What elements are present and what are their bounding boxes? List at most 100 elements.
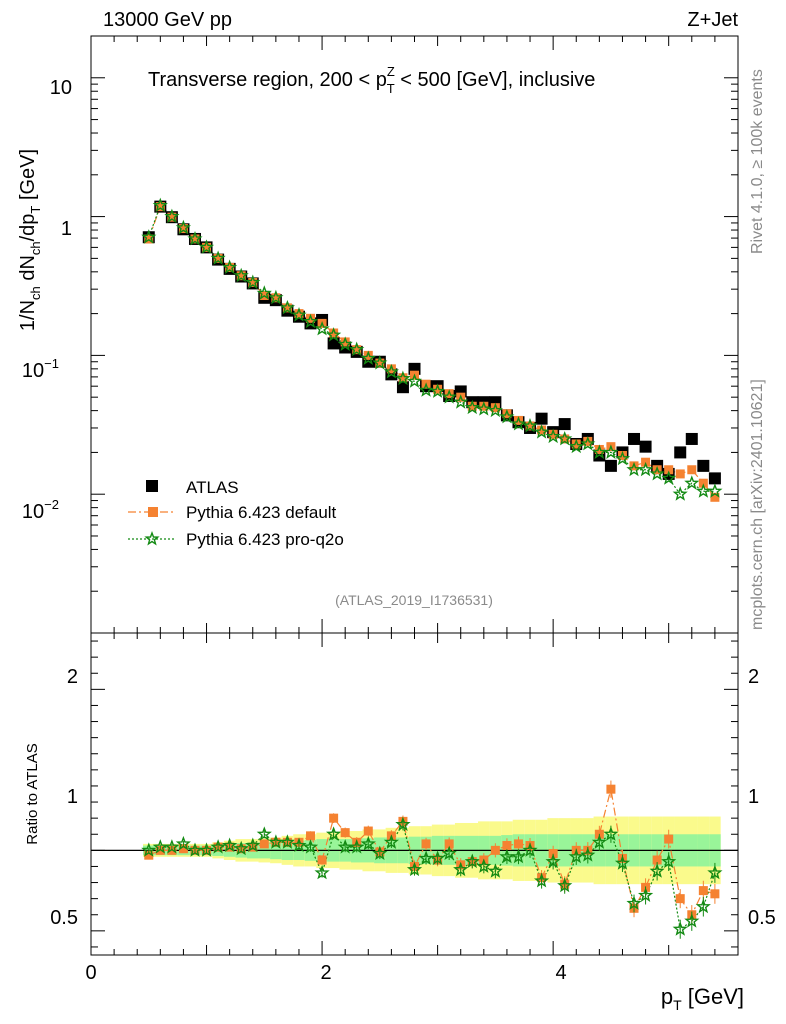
legend-atlas-label: ATLAS: [186, 478, 239, 497]
proq2o-point: [510, 416, 527, 431]
proq2o-ratio-point: [314, 864, 330, 880]
proq2o-point: [337, 336, 353, 351]
proq2o-series-line: [148, 204, 715, 496]
proq2o-ratio-point: [672, 921, 688, 936]
proq2o-ratio-point: [418, 850, 434, 865]
legend-proq2o-marker: [144, 531, 160, 546]
default-ratio-point: [490, 845, 500, 855]
proq2o-point: [487, 402, 504, 418]
proq2o-point: [522, 417, 538, 433]
proq2o-ratio-point: [233, 840, 249, 856]
proq2o-point: [533, 424, 550, 439]
legend-default-label: Pythia 6.423 default: [186, 503, 337, 522]
y-axis-label-main: 1/Nch dNch/dpT [GeV]: [17, 149, 43, 331]
default-ratio-point: [329, 813, 339, 823]
default-point: [675, 469, 685, 479]
default-point: [710, 492, 720, 502]
proq2o-ratio-point: [580, 847, 596, 862]
proq2o-ratio-point: [325, 826, 342, 841]
proq2o-ratio-point: [626, 895, 642, 910]
default-point: [490, 403, 500, 413]
atlas-point: [708, 472, 721, 485]
default-point: [664, 465, 674, 475]
default-ratio-point: [606, 784, 616, 794]
default-ratio-point: [664, 834, 674, 844]
proq2o-ratio-point: [649, 863, 665, 878]
default-ratio-point: [710, 889, 720, 899]
default-point: [271, 293, 281, 303]
ratio-frame: [90, 632, 739, 956]
atlas-point: [697, 459, 710, 472]
proq2o-point: [175, 219, 192, 235]
proq2o-ratio-point: [568, 848, 584, 864]
y-ratio-tick-label-05-right: 0.5: [748, 907, 776, 929]
atlas-point: [558, 418, 571, 431]
proq2o-ratio-point: [533, 872, 550, 888]
default-ratio-point: [675, 894, 685, 904]
legend-star-shape: [144, 531, 160, 546]
proq2o-ratio-point: [637, 887, 654, 902]
default-point: [629, 461, 639, 471]
default-point: [513, 415, 523, 425]
proq2o-point: [164, 208, 180, 224]
proq2o-ratio-point: [476, 858, 492, 873]
default-point: [502, 409, 512, 419]
default-point: [525, 421, 535, 431]
y-main-tick-label-01: 10−1: [22, 356, 59, 382]
y-ratio-tick-label-2-right: 2: [748, 666, 759, 688]
proq2o-point: [406, 373, 423, 388]
proq2o-point: [383, 363, 400, 379]
default-series-line: [148, 205, 716, 498]
default-point: [433, 384, 443, 394]
default-point: [444, 389, 454, 399]
default-ratio-point: [340, 828, 350, 838]
default-point: [548, 429, 558, 439]
proq2o-point: [684, 475, 700, 490]
proq2o-ratio-point: [603, 826, 619, 841]
proq2o-ratio-point: [372, 845, 388, 860]
proq2o-point: [661, 470, 677, 485]
proq2o-point: [499, 409, 515, 424]
proq2o-ratio-point: [510, 848, 527, 864]
proq2o-ratio-point: [395, 816, 411, 832]
proq2o-ratio-point: [164, 839, 180, 854]
proq2o-ratio-point: [302, 839, 319, 854]
proq2o-ratio-point: [557, 877, 573, 893]
proq2o-point: [695, 483, 711, 498]
proq2o-point: [210, 250, 226, 265]
proq2o-point: [614, 450, 631, 466]
x-tick-label-4: 4: [555, 962, 566, 984]
proq2o-point: [429, 383, 446, 398]
default-point: [144, 234, 154, 244]
proq2o-point: [545, 428, 561, 444]
proq2o-point: [441, 389, 457, 404]
proq2o-ratio-point: [383, 834, 400, 849]
proq2o-ratio-point: [707, 864, 723, 880]
proq2o-ratio-point: [198, 842, 215, 857]
proq2o-ratio-point: [522, 842, 538, 857]
ratio-data: [141, 780, 723, 939]
legend-default-marker: [148, 507, 158, 517]
y-axis-label-ratio: Ratio to ATLAS: [24, 743, 41, 844]
proq2o-ratio-point: [210, 839, 226, 854]
default-point: [213, 253, 223, 263]
default-ratio-point: [144, 850, 154, 860]
proq2o-ratio-point: [268, 834, 284, 849]
default-ratio-point: [502, 841, 512, 851]
process-label: Z+Jet: [687, 9, 738, 31]
x-axis-label: pT [GeV]: [661, 984, 744, 1013]
atlas-point: [628, 432, 641, 445]
default-ratio-point: [548, 849, 558, 859]
proq2o-point: [279, 299, 296, 315]
proq2o-point: [707, 483, 723, 498]
proq2o-point: [314, 321, 330, 336]
atlas-point: [639, 440, 652, 453]
analysis-tag: (ATLAS_2019_I1736531): [335, 592, 493, 608]
proq2o-point: [198, 239, 215, 254]
default-ratio-point: [259, 839, 269, 849]
mcplots-text: mcplots.cern.ch [arXiv:2401.10621]: [749, 379, 766, 630]
plot-title: Transverse region, 200 < pZ T < 500 [GeV]…: [148, 64, 595, 96]
rivet-version-text: Rivet 4.1.0, ≥ 100k events: [749, 69, 766, 254]
default-point: [155, 202, 165, 212]
